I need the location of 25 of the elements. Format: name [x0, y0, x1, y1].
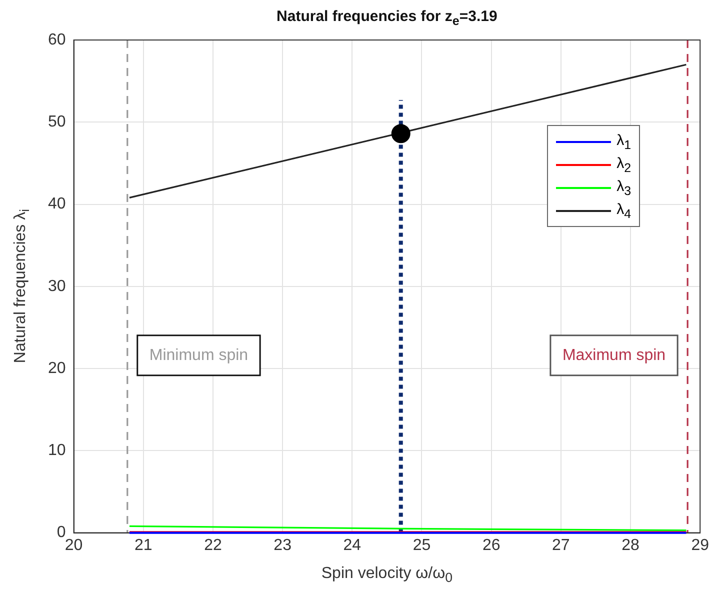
- ref-line-label: Minimum spin: [149, 346, 248, 364]
- ref-line-label: Maximum spin: [562, 346, 666, 364]
- y-tick-label: 0: [56, 524, 66, 542]
- y-tick-label: 30: [48, 278, 66, 295]
- x-tick-label: 21: [134, 536, 152, 554]
- legend-label: λ$_{1}$: [616, 132, 632, 152]
- legend-label: λ$_{4}$: [616, 200, 632, 220]
- x-tick-label: 28: [622, 536, 640, 554]
- chart-title: Natural frequencies for z$_{e}$=3.19: [276, 8, 498, 28]
- x-tick-label: 20: [64, 536, 83, 554]
- x-tick-label: 25: [412, 536, 431, 554]
- x-tick-label: 29: [691, 536, 710, 554]
- x-tick-label: 27: [552, 536, 570, 554]
- y-tick-label: 40: [48, 196, 66, 213]
- y-tick-label: 10: [48, 442, 66, 460]
- legend-label: λ$_{3}$: [616, 178, 632, 198]
- x-tick-label: 22: [204, 536, 222, 554]
- y-tick-label: 50: [48, 114, 66, 131]
- x-tick-label: 26: [482, 536, 500, 554]
- legend-label: λ$_{2}$: [616, 154, 632, 174]
- x-tick-label: 24: [343, 536, 362, 554]
- x-axis-title: Spin velocity ω/ω$_{0}$: [321, 564, 452, 585]
- y-tick-label: 60: [48, 31, 66, 48]
- x-tick-label: 23: [274, 536, 292, 554]
- y-tick-label: 20: [48, 360, 66, 377]
